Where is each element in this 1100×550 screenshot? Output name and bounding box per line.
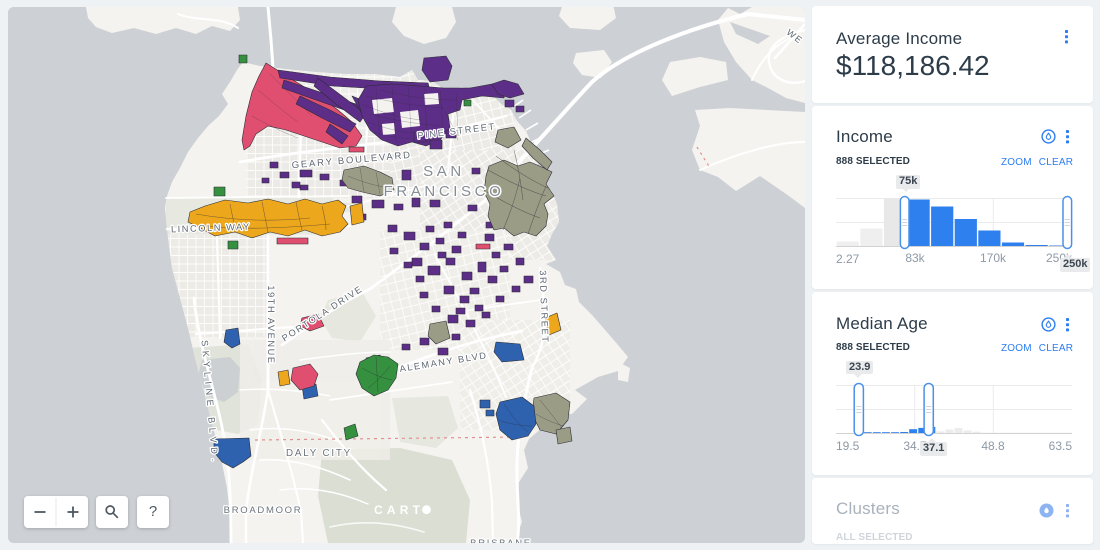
svg-text:BROADMOOR: BROADMOOR [224, 505, 303, 516]
svg-text:BRISBANE: BRISBANE [470, 538, 532, 543]
svg-text:DALY CITY: DALY CITY [286, 448, 352, 459]
svg-text:3RD STREET: 3RD STREET [538, 270, 551, 343]
svg-text:LINCOLN WAY: LINCOLN WAY [171, 222, 251, 235]
svg-text:SAN: SAN [423, 163, 465, 180]
svg-text:CART: CART [374, 503, 424, 517]
svg-text:FRANCISCO: FRANCISCO [384, 183, 505, 200]
svg-text:19TH AVENUE: 19TH AVENUE [266, 285, 276, 364]
